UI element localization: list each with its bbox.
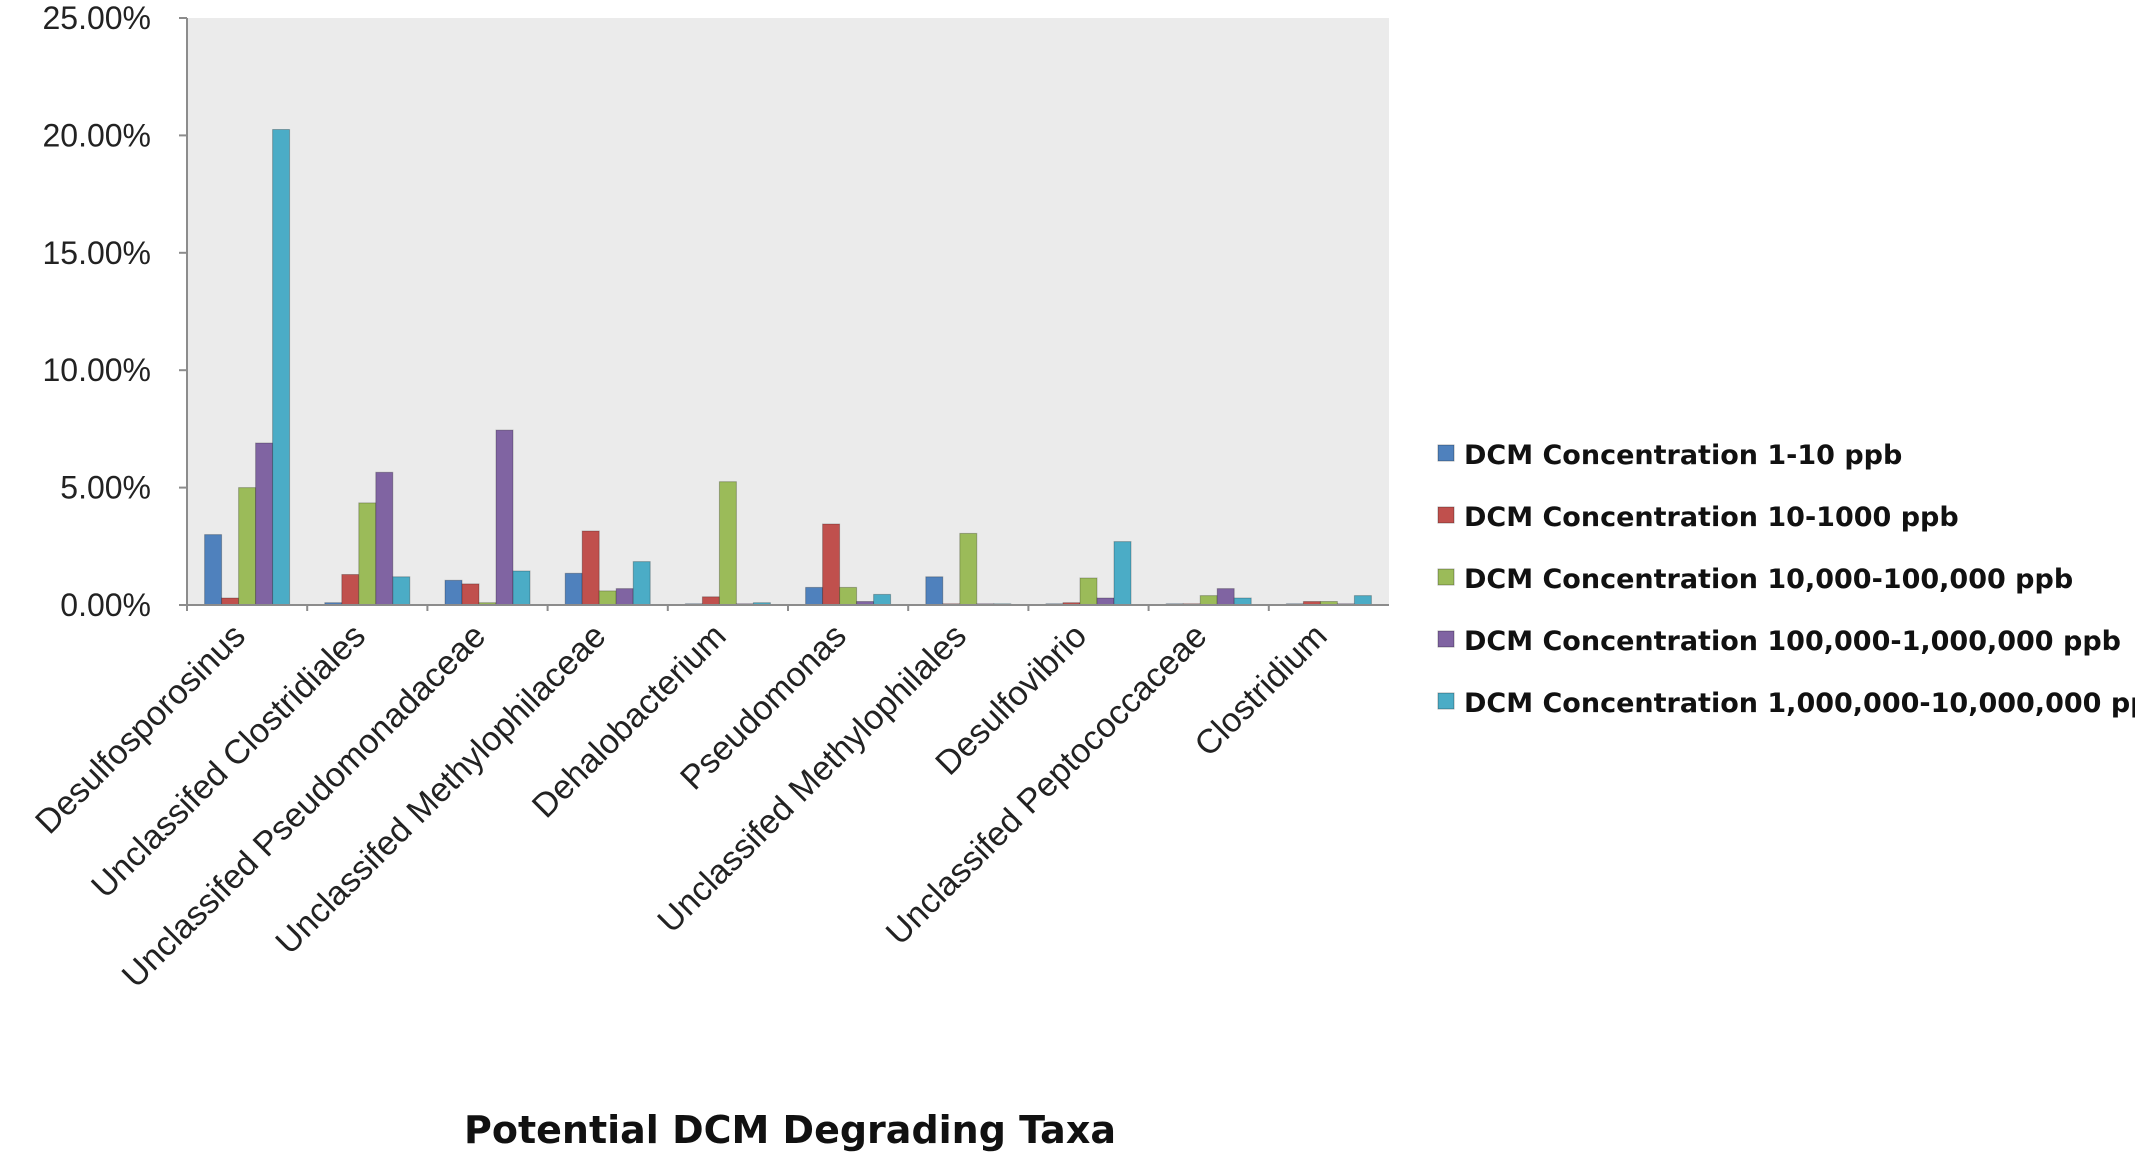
bar <box>701 596 720 606</box>
legend-label: DCM Concentration 10-1000 ppb <box>1464 502 1959 533</box>
bar <box>873 593 892 606</box>
bar <box>375 471 394 606</box>
bar <box>1113 541 1132 606</box>
bar <box>358 502 377 606</box>
bar <box>238 487 257 606</box>
y-tick-label: 20.00% <box>42 117 151 153</box>
y-tick-label: 25.00% <box>42 0 151 36</box>
bar <box>512 570 531 606</box>
y-tick-label: 0.00% <box>60 587 151 623</box>
bar <box>341 574 360 606</box>
x-category-label: Desulfosporosinus <box>28 617 253 842</box>
bar <box>632 561 651 606</box>
bar <box>1096 597 1115 606</box>
legend-label: DCM Concentration 100,000-1,000,000 ppb <box>1464 626 2121 657</box>
bar <box>598 590 617 606</box>
legend-label: DCM Concentration 10,000-100,000 ppb <box>1464 564 2073 595</box>
bar <box>718 481 737 606</box>
y-tick-label: 15.00% <box>42 235 151 271</box>
bar <box>959 532 978 606</box>
bar <box>805 586 824 606</box>
x-axis-title: Potential DCM Degrading Taxa <box>464 1108 1116 1152</box>
legend: DCM Concentration 1-10 ppb DCM Concentrat… <box>1437 440 2135 719</box>
legend-swatch <box>1437 568 1455 586</box>
bar <box>221 597 240 606</box>
bar <box>444 579 463 606</box>
bar <box>581 530 600 606</box>
bar <box>1199 595 1218 606</box>
bar <box>272 129 291 606</box>
legend-swatch <box>1437 630 1455 648</box>
bar <box>564 572 583 606</box>
bar <box>1233 597 1252 606</box>
bar <box>839 586 858 606</box>
bar <box>204 534 223 606</box>
y-tick-label: 10.00% <box>42 352 151 388</box>
bar <box>461 583 480 606</box>
bar <box>822 523 841 606</box>
bar <box>1216 588 1235 606</box>
bar <box>255 442 274 606</box>
legend-label: DCM Concentration 1-10 ppb <box>1464 440 1902 471</box>
bar <box>1079 577 1098 606</box>
legend-label: DCM Concentration 1,000,000-10,000,000 p… <box>1464 688 2135 719</box>
legend-swatch <box>1437 444 1455 462</box>
bar <box>392 576 411 606</box>
legend-swatch <box>1437 506 1455 524</box>
bars <box>204 129 1372 606</box>
legend-swatch <box>1437 692 1455 710</box>
bar <box>925 576 944 606</box>
bar <box>495 429 514 606</box>
bar <box>1353 595 1372 606</box>
y-axis-ticks: 0.00% 5.00% 10.00% 15.00% 20.00% 25.00% <box>42 0 187 623</box>
bar <box>615 588 634 606</box>
y-tick-label: 5.00% <box>60 470 151 506</box>
